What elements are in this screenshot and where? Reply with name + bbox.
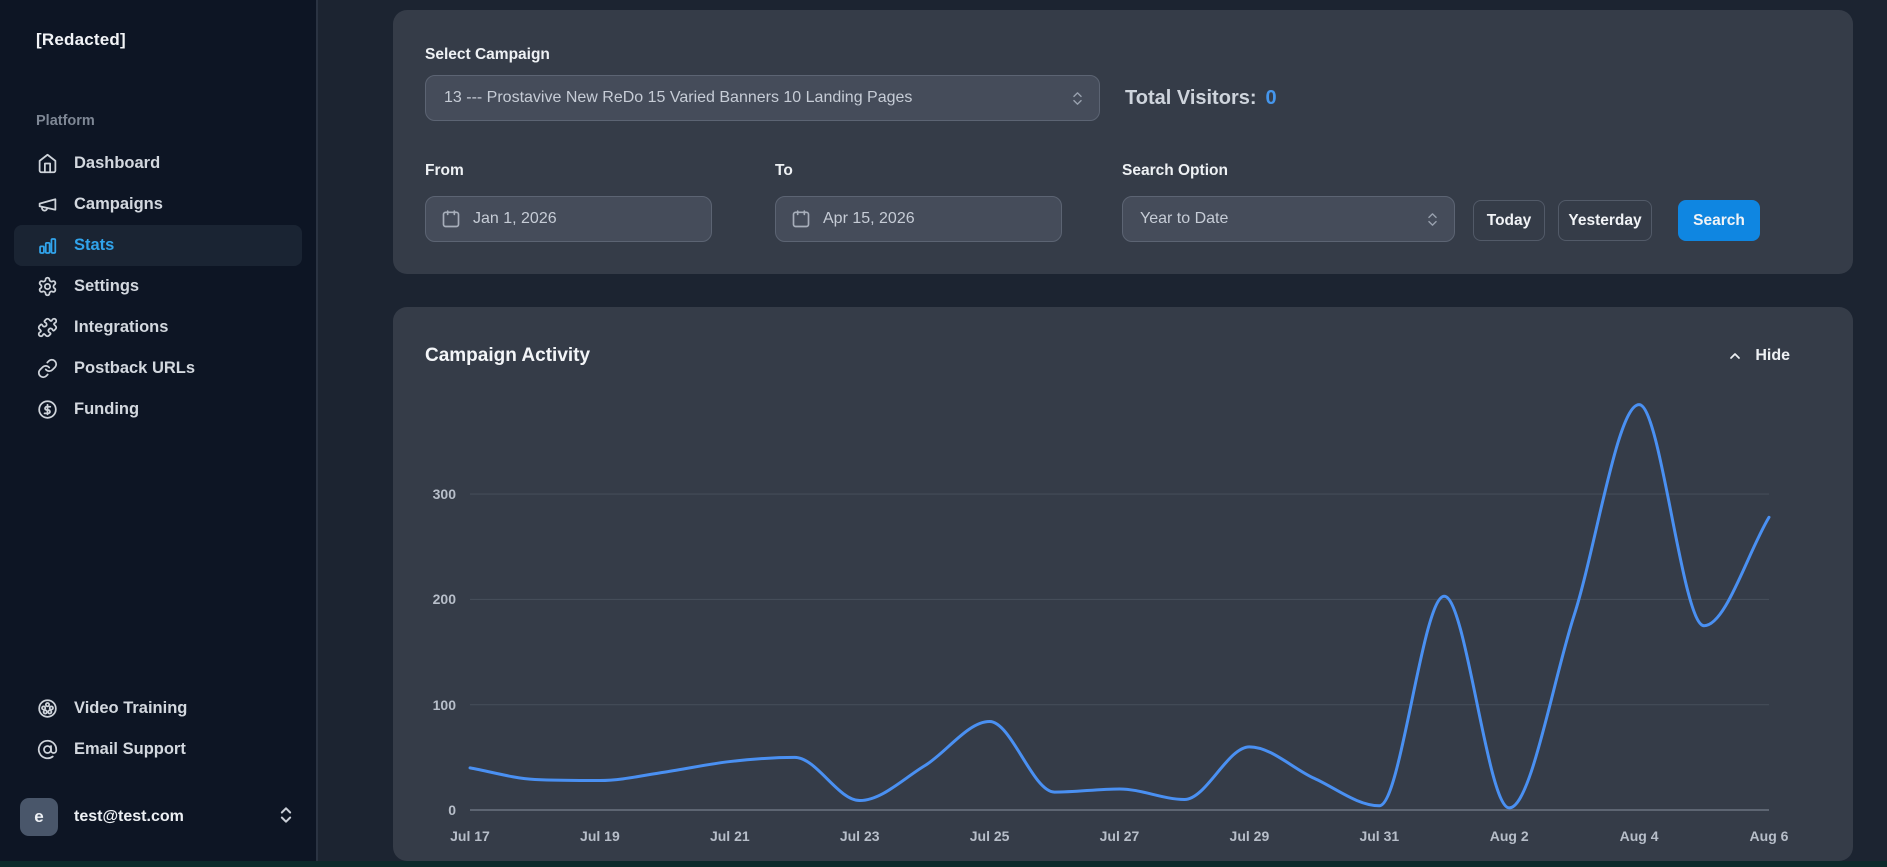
chevrons-up-down-icon [1424,211,1441,228]
x-axis-tick: Jul 19 [580,828,620,844]
sidebar-item-stats[interactable]: Stats [14,225,302,266]
line-chart [468,403,1771,811]
x-axis-tick: Aug 4 [1619,828,1659,844]
chevrons-up-down-icon [1069,90,1086,107]
chevron-up-icon [1727,348,1743,364]
search-button[interactable]: Search [1678,200,1760,241]
sidebar-item-campaigns[interactable]: Campaigns [14,184,302,225]
search-option-label: Search Option [1122,162,1228,179]
today-button[interactable]: Today [1473,200,1545,241]
y-axis-tick: 100 [432,696,456,713]
puzzle-icon [36,317,58,339]
x-axis-tick: Jul 21 [709,828,750,844]
search-option-value: Year to Date [1140,210,1229,227]
search-option-select[interactable]: Year to Date [1122,196,1455,242]
sidebar-item-integrations[interactable]: Integrations [14,307,302,348]
gear-icon [36,276,58,298]
dollar-circle-icon [36,399,58,421]
to-date-input[interactable]: Apr 15, 2026 [775,196,1062,242]
from-label: From [425,162,464,179]
at-sign-icon [36,739,58,761]
sidebar-footer: Video Training Email Support [14,688,302,770]
x-axis-tick: Jul 23 [839,828,880,844]
hide-button[interactable]: Hide [1727,347,1790,365]
x-axis-tick: Jul 29 [1229,828,1270,844]
megaphone-icon [36,194,58,216]
calendar-icon [791,209,811,229]
select-campaign-label: Select Campaign [425,46,550,63]
calendar-icon [441,209,461,229]
campaign-select-value: 13 --- Prostavive New ReDo 15 Varied Ban… [444,89,913,106]
hide-label: Hide [1755,347,1790,364]
from-date-input[interactable]: Jan 1, 2026 [425,196,712,242]
brand-title: [Redacted] [36,30,126,49]
sidebar-item-settings[interactable]: Settings [14,266,302,307]
sidebar-nav: Dashboard Campaigns Stats Settings [14,143,302,430]
sidebar: [Redacted] Platform Dashboard Campaigns … [0,0,318,861]
sidebar-item-postback-urls[interactable]: Postback URLs [14,348,302,389]
from-date-value: Jan 1, 2026 [473,210,557,227]
home-icon [36,153,58,175]
avatar: e [20,798,58,836]
campaign-activity-card: Campaign Activity Hide 0 100 200 300 Jul 17 J… [393,307,1853,861]
bar-chart-icon [36,235,58,257]
yesterday-button[interactable]: Yesterday [1558,200,1652,241]
bottom-edge-strip [0,861,1887,867]
y-axis-tick: 300 [432,486,456,503]
chart-title: Campaign Activity [425,345,591,366]
y-axis-tick: 200 [432,591,456,608]
user-email: test@test.com [74,808,184,825]
sidebar-item-video-training[interactable]: Video Training [14,688,302,729]
to-date-value: Apr 15, 2026 [823,210,915,227]
filter-card: Select Campaign 13 --- Prostavive New Re… [393,10,1853,274]
x-axis-tick: Jul 25 [969,828,1010,844]
user-menu[interactable]: e test@test.com [20,790,296,844]
link-icon [36,358,58,380]
campaign-select[interactable]: 13 --- Prostavive New ReDo 15 Varied Ban… [425,75,1100,121]
to-label: To [775,162,793,179]
film-reel-icon [36,698,58,720]
total-visitors-label: Total Visitors: [1125,86,1257,109]
sidebar-item-email-support[interactable]: Email Support [14,729,302,770]
y-axis-tick: 0 [448,802,456,818]
x-axis-tick: Aug 2 [1489,828,1529,844]
total-visitors: Total Visitors: 0 [1125,75,1277,121]
sidebar-item-funding[interactable]: Funding [14,389,302,430]
chevrons-up-down-icon [276,805,296,830]
x-axis-tick: Jul 31 [1359,828,1400,844]
x-axis-tick: Aug 6 [1749,828,1789,844]
platform-section-label: Platform [36,113,95,129]
sidebar-item-dashboard[interactable]: Dashboard [14,143,302,184]
x-axis-tick: Jul 27 [1099,828,1140,844]
total-visitors-value: 0 [1265,86,1277,109]
x-axis-tick: Jul 17 [450,828,490,844]
